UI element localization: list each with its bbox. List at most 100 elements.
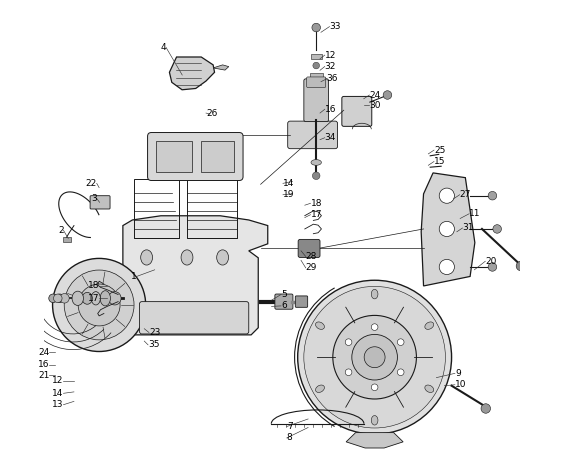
Circle shape (298, 280, 452, 434)
Ellipse shape (100, 291, 111, 306)
Text: 14: 14 (52, 389, 64, 398)
Text: 33: 33 (329, 22, 341, 31)
Circle shape (312, 172, 320, 180)
Circle shape (333, 315, 416, 399)
FancyBboxPatch shape (298, 239, 320, 257)
Text: 22: 22 (86, 179, 97, 188)
Text: 27: 27 (460, 190, 471, 199)
Bar (311, 54, 322, 59)
Ellipse shape (315, 322, 324, 329)
FancyBboxPatch shape (139, 302, 249, 334)
Ellipse shape (82, 292, 92, 304)
Circle shape (313, 62, 320, 69)
Circle shape (78, 284, 120, 326)
Text: 20: 20 (485, 257, 497, 266)
Text: 2: 2 (58, 226, 64, 235)
Polygon shape (421, 173, 475, 286)
Bar (201, 141, 233, 172)
FancyBboxPatch shape (304, 79, 329, 122)
Bar (187, 179, 237, 238)
Circle shape (55, 294, 64, 303)
Ellipse shape (425, 322, 434, 329)
Ellipse shape (425, 385, 434, 392)
Text: 18: 18 (311, 199, 322, 208)
Circle shape (312, 23, 320, 32)
Text: 24: 24 (369, 91, 381, 99)
Circle shape (488, 191, 497, 200)
Text: 34: 34 (325, 133, 336, 142)
Text: 6: 6 (281, 302, 287, 310)
Ellipse shape (140, 250, 153, 265)
Circle shape (60, 294, 69, 303)
Circle shape (488, 263, 497, 271)
Circle shape (398, 369, 404, 376)
FancyBboxPatch shape (342, 96, 372, 126)
Circle shape (52, 258, 146, 352)
Ellipse shape (217, 250, 228, 265)
Circle shape (49, 294, 58, 303)
Circle shape (383, 91, 392, 99)
Text: 4: 4 (161, 43, 166, 52)
Circle shape (345, 339, 352, 345)
Text: 9: 9 (455, 369, 461, 378)
Ellipse shape (108, 292, 121, 305)
Bar (156, 141, 192, 172)
Ellipse shape (315, 385, 324, 392)
Circle shape (345, 369, 352, 376)
Text: 13: 13 (52, 400, 64, 409)
Text: 24: 24 (38, 348, 49, 357)
Text: 14: 14 (283, 179, 294, 188)
Circle shape (64, 270, 134, 340)
Polygon shape (346, 433, 403, 448)
Circle shape (371, 384, 378, 390)
Circle shape (439, 259, 455, 275)
Bar (63, 237, 71, 242)
Text: 11: 11 (469, 209, 481, 218)
Text: 19: 19 (283, 190, 294, 199)
Circle shape (516, 261, 526, 271)
Text: 16: 16 (325, 105, 336, 114)
FancyBboxPatch shape (307, 77, 325, 87)
Polygon shape (169, 57, 214, 90)
Polygon shape (213, 65, 229, 70)
Circle shape (364, 347, 385, 368)
Text: 1: 1 (131, 272, 136, 281)
Circle shape (352, 334, 398, 380)
Text: 16: 16 (38, 361, 49, 369)
Text: 32: 32 (325, 62, 336, 71)
Polygon shape (123, 216, 268, 335)
Text: 17: 17 (311, 210, 322, 219)
Text: 25: 25 (434, 146, 446, 154)
Text: 23: 23 (149, 328, 160, 337)
Circle shape (371, 324, 378, 331)
Text: 30: 30 (369, 101, 381, 110)
Text: 26: 26 (206, 109, 217, 117)
Ellipse shape (91, 292, 100, 305)
Circle shape (439, 188, 455, 203)
FancyBboxPatch shape (275, 294, 293, 309)
Circle shape (481, 404, 491, 413)
FancyBboxPatch shape (296, 296, 307, 307)
Text: 5: 5 (281, 290, 287, 299)
Text: 17: 17 (87, 294, 99, 303)
Circle shape (54, 294, 62, 303)
Text: 36: 36 (327, 75, 338, 83)
Ellipse shape (371, 416, 378, 425)
Text: 18: 18 (87, 282, 99, 290)
Text: 8: 8 (287, 434, 293, 442)
FancyBboxPatch shape (148, 133, 243, 180)
Bar (134, 179, 179, 238)
Ellipse shape (181, 250, 193, 265)
FancyBboxPatch shape (288, 121, 338, 149)
Circle shape (493, 225, 501, 233)
Ellipse shape (311, 160, 321, 165)
Text: 7: 7 (287, 422, 293, 431)
FancyBboxPatch shape (90, 196, 110, 209)
Text: 15: 15 (434, 157, 446, 166)
Ellipse shape (371, 289, 378, 299)
Text: 10: 10 (455, 380, 466, 389)
Circle shape (439, 221, 455, 237)
Text: 12: 12 (325, 51, 336, 59)
Text: 12: 12 (52, 377, 64, 385)
Circle shape (304, 286, 446, 428)
